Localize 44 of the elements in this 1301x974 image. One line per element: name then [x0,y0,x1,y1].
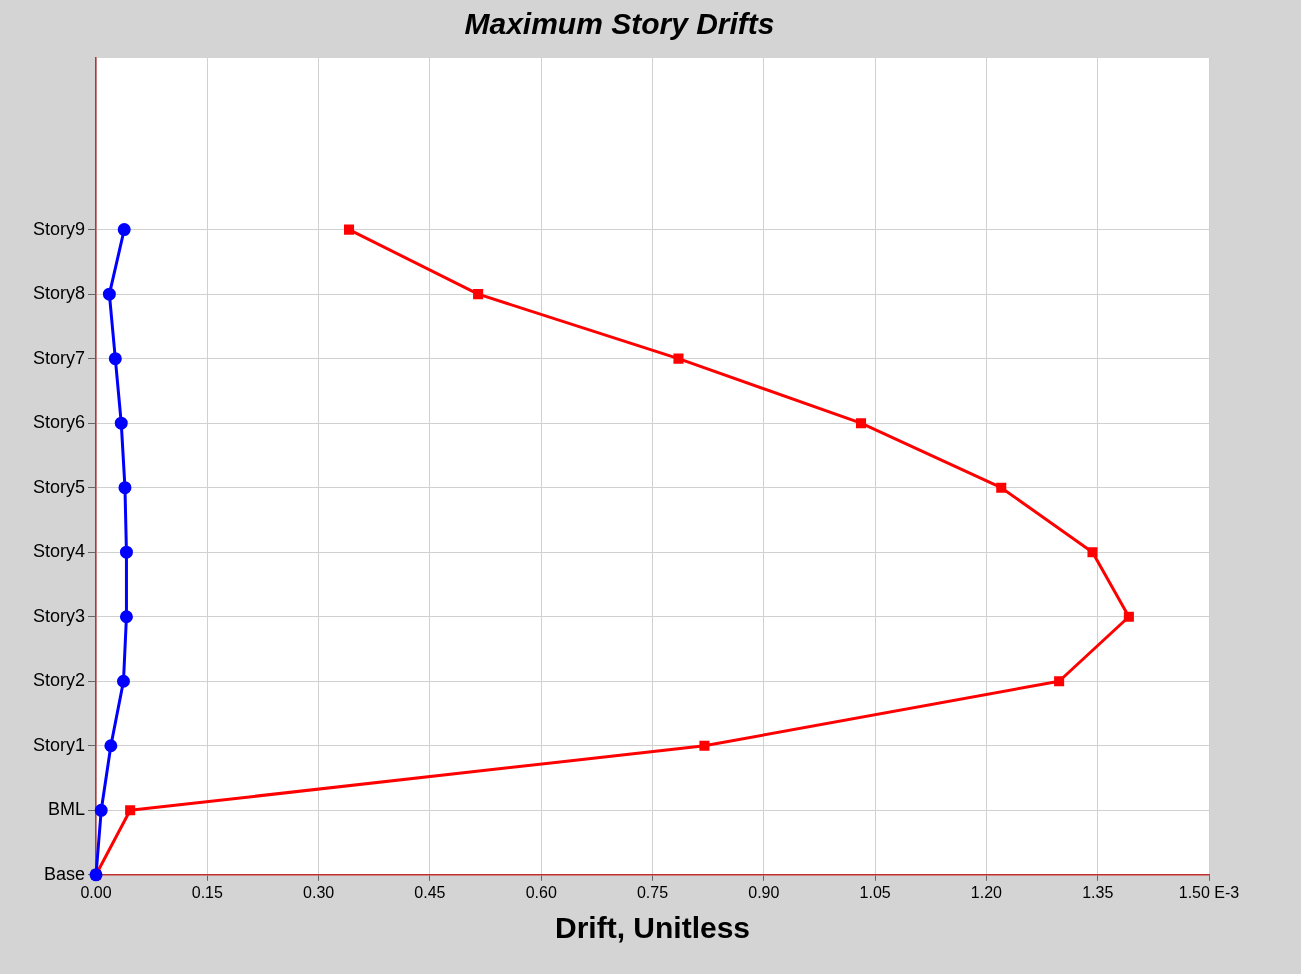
point [699,740,710,751]
y-tick-label: Story4 [32,541,86,562]
y-tick-label: Story9 [32,218,86,239]
x-tick-label: 0.60 [525,883,557,901]
x-tick-label: 1.05 [859,883,891,901]
point [108,352,122,366]
point [104,739,118,753]
point [116,674,130,688]
y-tick-label: Base [43,863,86,884]
point [996,482,1007,493]
point [855,418,867,429]
y-tick-label: Story8 [32,283,86,304]
point [1054,676,1065,687]
point [117,223,131,237]
x-tick-label: 0.75 [636,883,669,901]
point [102,287,116,301]
point [94,803,108,817]
point [119,545,133,559]
x-tick-label: 0.90 [748,883,780,901]
y-tick-label: Story1 [32,734,86,755]
point [1087,547,1098,558]
point [1123,611,1134,622]
x-tick-label: 0.15 [191,883,223,901]
x-tick-label: 1.50 E-3 [1178,883,1240,901]
y-tick-label: Story5 [32,476,86,497]
x-axis-title: Drift, Unitless [555,911,751,945]
x-tick-label: 1.35 [1082,883,1114,901]
x-tick-label: 0.00 [80,883,112,901]
x-tick-label: 0.30 [303,883,335,901]
point [344,224,355,235]
chart-title: Maximum Story Drifts [464,7,775,41]
y-tick-label: Story6 [32,412,86,433]
point [118,481,132,495]
point [673,353,684,364]
y-tick-label: BML [48,799,86,820]
x-tick-label: 0.45 [414,883,446,901]
x-tick-label: 1.20 [970,883,1003,901]
y-tick-label: Story2 [32,670,86,691]
point [119,610,133,624]
point [114,416,128,430]
point [125,805,136,816]
y-tick-label: Story3 [32,605,86,626]
point [473,289,484,300]
y-tick-label: Story7 [32,347,86,368]
